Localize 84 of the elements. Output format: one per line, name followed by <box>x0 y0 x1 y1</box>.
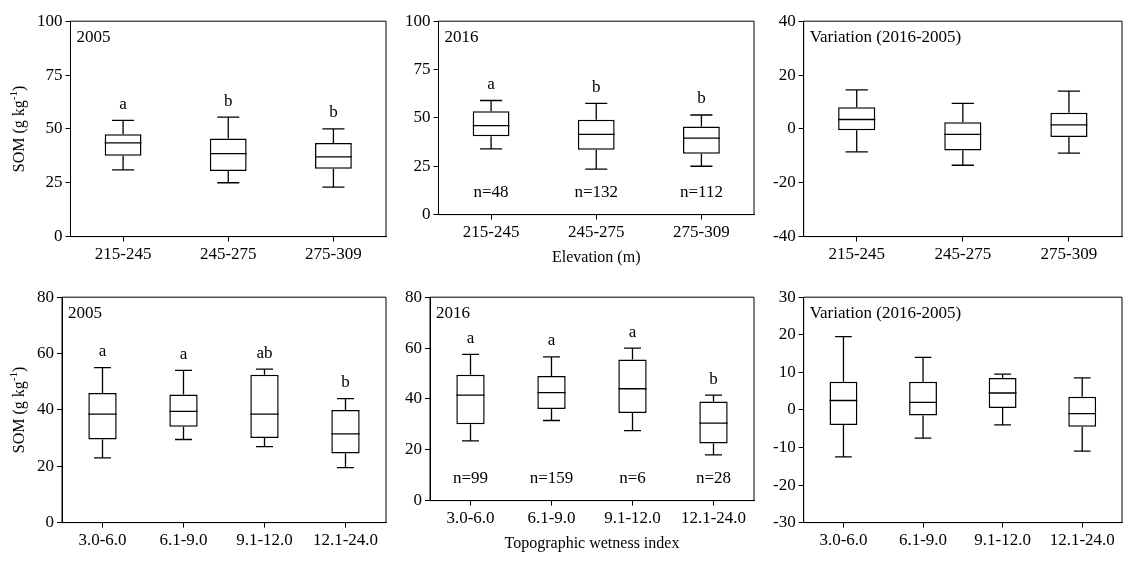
y-tick-label: 40 <box>405 388 422 408</box>
y-tick-label: -30 <box>772 512 796 532</box>
annotation: b <box>592 76 601 96</box>
annotation: n=6 <box>619 468 646 488</box>
y-tick-label: -20 <box>772 474 796 494</box>
x-tick-label: 245-275 <box>934 244 992 264</box>
y-tick-label: 60 <box>405 337 422 357</box>
annotation: b <box>697 88 706 108</box>
x-tick-label: 6.1-9.0 <box>898 530 948 550</box>
y-tick-label: 0 <box>413 490 422 510</box>
annotation: b <box>329 102 338 122</box>
y-tick-label: 0 <box>45 512 54 532</box>
x-tick-label: 215-245 <box>462 222 520 242</box>
chart-title: 2016 <box>444 26 479 46</box>
x-tick-label: 275-309 <box>305 244 362 264</box>
y-tick-label: 100 <box>405 10 431 30</box>
x-tick-label: 3.0-6.0 <box>446 508 495 528</box>
y-tick-label: 50 <box>45 118 63 138</box>
chart-title: 2016 <box>436 302 470 322</box>
y-tick-label: 25 <box>45 172 63 192</box>
y-tick-label: 25 <box>413 155 431 175</box>
x-tick-label: 245-275 <box>567 222 625 242</box>
y-tick-label: 80 <box>37 286 54 306</box>
y-axis-title: SOM (g kg-1) <box>7 85 29 173</box>
annotation: n=48 <box>473 182 509 202</box>
x-tick-label: 215-245 <box>94 244 152 264</box>
y-tick-label: 50 <box>413 107 431 127</box>
annotation: a <box>547 330 556 350</box>
x-tick-label: 12.1-24.0 <box>312 530 379 550</box>
x-tick-label: 6.1-9.0 <box>159 530 208 550</box>
annotation: a <box>487 73 496 93</box>
x-tick-label: 9.1-12.0 <box>236 530 293 550</box>
x-axis-title: Elevation (m) <box>552 248 641 267</box>
annotation: n=132 <box>574 182 619 202</box>
annotation: a <box>466 327 475 347</box>
annotation: b <box>341 372 350 392</box>
y-tick-label: 60 <box>37 343 54 363</box>
y-tick-label: 10 <box>778 361 796 381</box>
annotation: a <box>179 343 188 363</box>
x-tick-label: 3.0-6.0 <box>819 530 868 550</box>
x-tick-label: 215-245 <box>828 244 886 264</box>
x-tick-label: 6.1-9.0 <box>527 508 576 528</box>
x-tick-label: 3.0-6.0 <box>78 530 127 550</box>
x-tick-label: 12.1-24.0 <box>680 508 747 528</box>
y-tick-label: 75 <box>45 64 63 84</box>
y-tick-label: 0 <box>54 226 63 246</box>
chart-title: Variation (2016-2005) <box>809 26 962 46</box>
y-axis-title: SOM (g kg-1) <box>7 366 29 454</box>
annotation: n=99 <box>452 468 489 488</box>
y-tick-label: -40 <box>772 226 796 246</box>
annotation: b <box>224 90 233 110</box>
x-tick-label: 275-309 <box>1040 244 1098 264</box>
y-tick-label: 80 <box>405 286 422 306</box>
annotation: a <box>628 321 637 341</box>
chart-title: Variation (2016-2005) <box>809 302 962 322</box>
y-tick-label: 40 <box>37 399 54 419</box>
x-axis-title: Topographic wetness index <box>504 534 680 553</box>
y-tick-label: 0 <box>787 118 796 138</box>
x-tick-label: 9.1-12.0 <box>974 530 1031 550</box>
y-tick-label: 30 <box>778 286 796 306</box>
y-tick-label: 20 <box>778 64 796 84</box>
annotation: b <box>709 368 718 388</box>
chart-title: 2005 <box>76 26 111 46</box>
annotation: a <box>98 341 107 361</box>
annotation: n=159 <box>529 468 574 488</box>
x-tick-label: 12.1-24.0 <box>1049 530 1115 550</box>
y-tick-label: 0 <box>422 204 431 224</box>
annotation: n=112 <box>679 182 723 202</box>
x-tick-label: 275-309 <box>673 222 730 242</box>
annotation: a <box>119 93 128 113</box>
annotation: n=28 <box>695 468 732 488</box>
x-tick-label: 9.1-12.0 <box>604 508 661 528</box>
y-tick-label: 100 <box>37 10 63 30</box>
y-tick-label: 75 <box>413 59 431 79</box>
y-tick-label: -10 <box>772 436 796 456</box>
y-tick-label: 20 <box>778 324 796 344</box>
y-tick-label: 20 <box>37 455 54 475</box>
y-tick-label: 0 <box>787 399 796 419</box>
y-tick-label: 40 <box>778 10 796 30</box>
y-tick-label: -20 <box>772 172 796 192</box>
chart-title: 2005 <box>68 302 102 322</box>
x-tick-label: 245-275 <box>199 244 257 264</box>
annotation: ab <box>256 342 273 362</box>
y-tick-label: 20 <box>405 439 422 459</box>
